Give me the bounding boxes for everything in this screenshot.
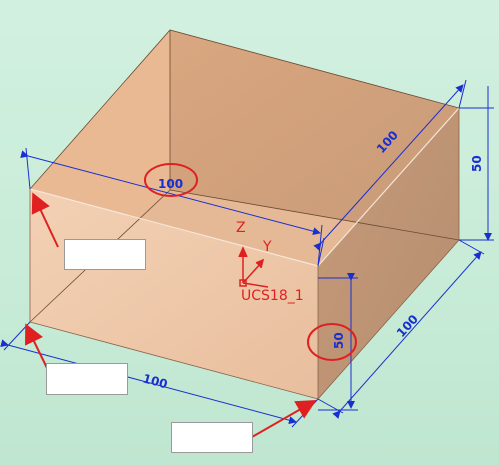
dim-top-width-value[interactable]: 100 [158,177,183,191]
dimension-top-depth[interactable] [313,79,467,267]
callout-label-1[interactable] [64,239,146,270]
arrow-to-top-left-corner [31,192,59,248]
ucs-triad[interactable] [238,246,269,288]
dimension-bottom-depth[interactable] [317,239,485,419]
dimension-right-height[interactable] [459,86,494,241]
dim-front-height-value[interactable]: 50 [332,332,346,349]
ucs-z-label: Z [236,220,246,236]
box-model[interactable] [29,29,460,400]
arrow-to-bottom-right-corner [251,400,317,438]
dim-bottom-width-value[interactable]: 100 [141,371,169,391]
dim-right-height-value[interactable]: 50 [470,155,484,172]
dim-bottom-depth-value[interactable]: 100 [394,312,421,340]
callout-label-3[interactable] [171,422,253,453]
ucs-y-label: Y [262,239,272,255]
highlight-ellipse-top-width [144,163,198,197]
ucs-name: UCS18_1 [241,288,304,304]
highlight-ellipse-front-height [307,323,357,361]
callout-label-2[interactable] [46,363,128,395]
arrow-to-bottom-left-corner [25,323,49,371]
